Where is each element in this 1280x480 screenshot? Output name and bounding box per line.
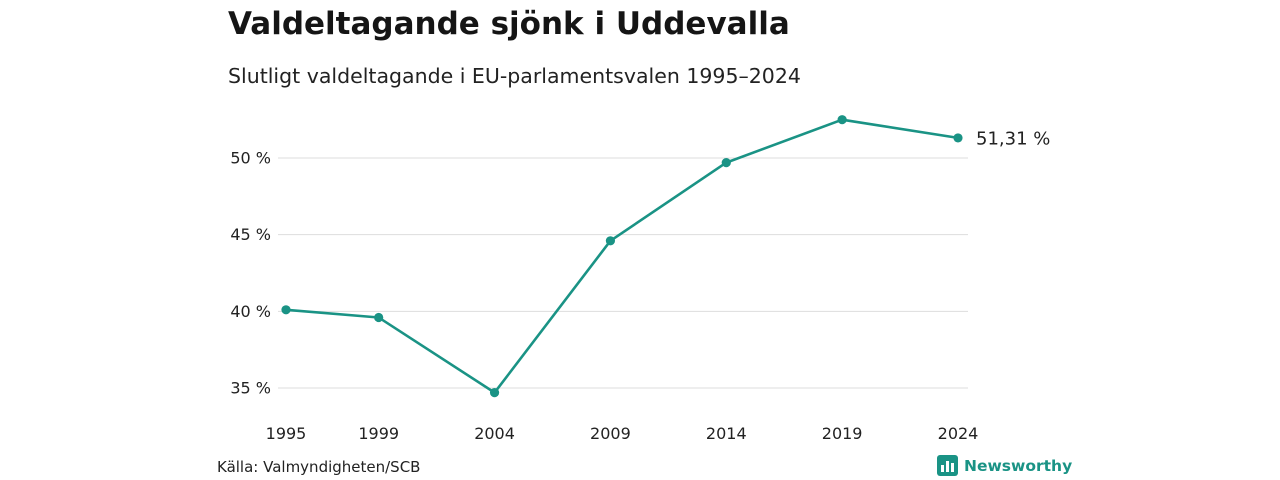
series-line — [284, 118, 960, 394]
bar-chart-icon — [937, 455, 958, 476]
chart-title: Valdeltagande sjönk i Uddevalla — [228, 6, 790, 42]
gridlines — [278, 157, 968, 389]
x-tick-label: 1995 — [266, 424, 307, 443]
data-point — [721, 158, 731, 168]
x-axis-ticks: 1995 1999 2004 2009 2014 2019 2024 — [266, 424, 979, 443]
data-point — [953, 133, 963, 143]
x-tick-label: 2004 — [474, 424, 515, 443]
x-tick-label: 1999 — [358, 424, 399, 443]
data-point — [837, 115, 847, 125]
data-point — [281, 305, 291, 315]
end-value-label: 51,31 % — [976, 128, 1050, 149]
x-tick-label: 2024 — [938, 424, 979, 443]
brand-name: Newsworthy — [964, 456, 1073, 475]
x-tick-label: 2019 — [822, 424, 863, 443]
y-tick-label: 40 % — [230, 302, 271, 321]
x-tick-label: 2014 — [706, 424, 747, 443]
y-axis-ticks: 35 % 40 % 45 % 50 % — [230, 149, 271, 398]
source-note: Källa: Valmyndigheten/SCB — [217, 458, 421, 476]
data-point — [605, 236, 616, 246]
data-point — [489, 388, 500, 398]
chart-subtitle: Slutligt valdeltagande i EU-parlamentsva… — [228, 64, 801, 88]
data-points — [281, 115, 963, 398]
data-point — [374, 312, 384, 323]
newsworthy-logo: Newsworthy — [937, 455, 1072, 476]
series-line-group — [284, 118, 960, 394]
y-tick-label: 45 % — [230, 225, 271, 244]
y-tick-label: 35 % — [230, 379, 271, 398]
x-tick-label: 2009 — [590, 424, 631, 443]
y-tick-label: 50 % — [230, 149, 271, 168]
